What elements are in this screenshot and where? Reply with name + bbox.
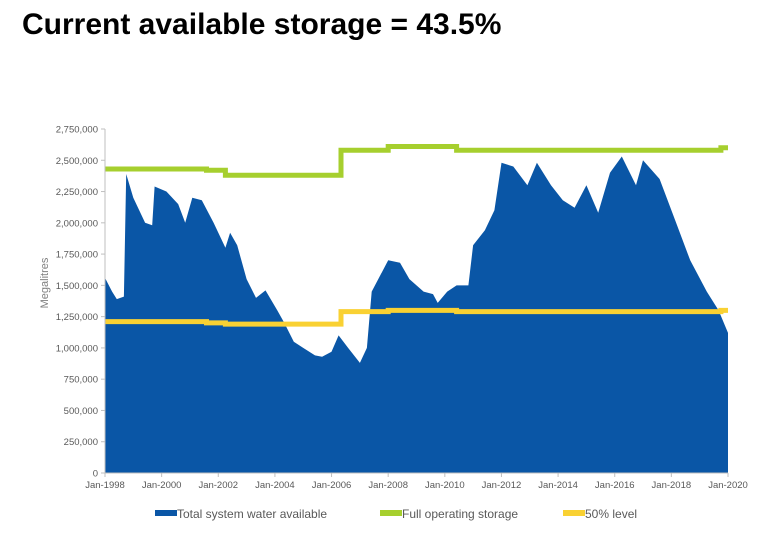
x-tick-label: Jan-2002 xyxy=(198,480,238,491)
y-tick-label: 250,000 xyxy=(64,437,98,448)
series-area-total-water xyxy=(105,156,728,473)
y-tick-label: 2,250,000 xyxy=(56,187,98,198)
legend-full-operating: Full operating storage xyxy=(380,507,518,521)
plot-area xyxy=(105,144,728,473)
y-tick-label: 1,000,000 xyxy=(56,343,98,354)
legend-swatch xyxy=(563,510,585,516)
x-tick-label: Jan-2016 xyxy=(595,480,635,491)
y-tick-label: 500,000 xyxy=(64,406,98,417)
y-tick-label: 2,000,000 xyxy=(56,218,98,229)
y-tick-label: 1,750,000 xyxy=(56,250,98,261)
y-tick-label: 1,500,000 xyxy=(56,281,98,292)
series-line-50-percent xyxy=(105,307,728,327)
y-axis-title: Megalitres xyxy=(39,257,51,308)
y-tick-label: 1,250,000 xyxy=(56,312,98,323)
x-tick-label: Jan-2010 xyxy=(425,480,465,491)
y-tick-label: 750,000 xyxy=(64,375,98,386)
page-title: Current available storage = 43.5% xyxy=(22,8,502,41)
x-tick-label: Jan-1998 xyxy=(85,480,125,491)
x-tick-label: Jan-2008 xyxy=(368,480,408,491)
legend-label: Full operating storage xyxy=(402,507,518,521)
legend-swatch xyxy=(380,510,402,516)
x-tick-label: Jan-2012 xyxy=(482,480,522,491)
series-line-full-operating xyxy=(105,144,728,178)
legend-label: 50% level xyxy=(585,507,637,521)
y-tick-label: 2,750,000 xyxy=(56,125,98,136)
y-tick-label: 2,500,000 xyxy=(56,156,98,167)
x-tick-label: Jan-2020 xyxy=(708,480,748,491)
legend: Total system water available Full operati… xyxy=(155,507,637,521)
axes: 0 250,000 500,000 750,000 1,000,000 1,250,000… xyxy=(56,125,748,492)
legend-label: Total system water available xyxy=(177,507,327,521)
x-tick-label: Jan-2014 xyxy=(538,480,578,491)
y-tick-label: 0 xyxy=(93,469,98,480)
legend-50-percent: 50% level xyxy=(563,507,637,521)
legend-total-water: Total system water available xyxy=(155,507,327,521)
x-tick-label: Jan-2000 xyxy=(142,480,182,491)
x-tick-label: Jan-2006 xyxy=(312,480,352,491)
x-tick-label: Jan-2004 xyxy=(255,480,295,491)
legend-swatch xyxy=(155,510,177,516)
x-tick-label: Jan-2018 xyxy=(652,480,692,491)
